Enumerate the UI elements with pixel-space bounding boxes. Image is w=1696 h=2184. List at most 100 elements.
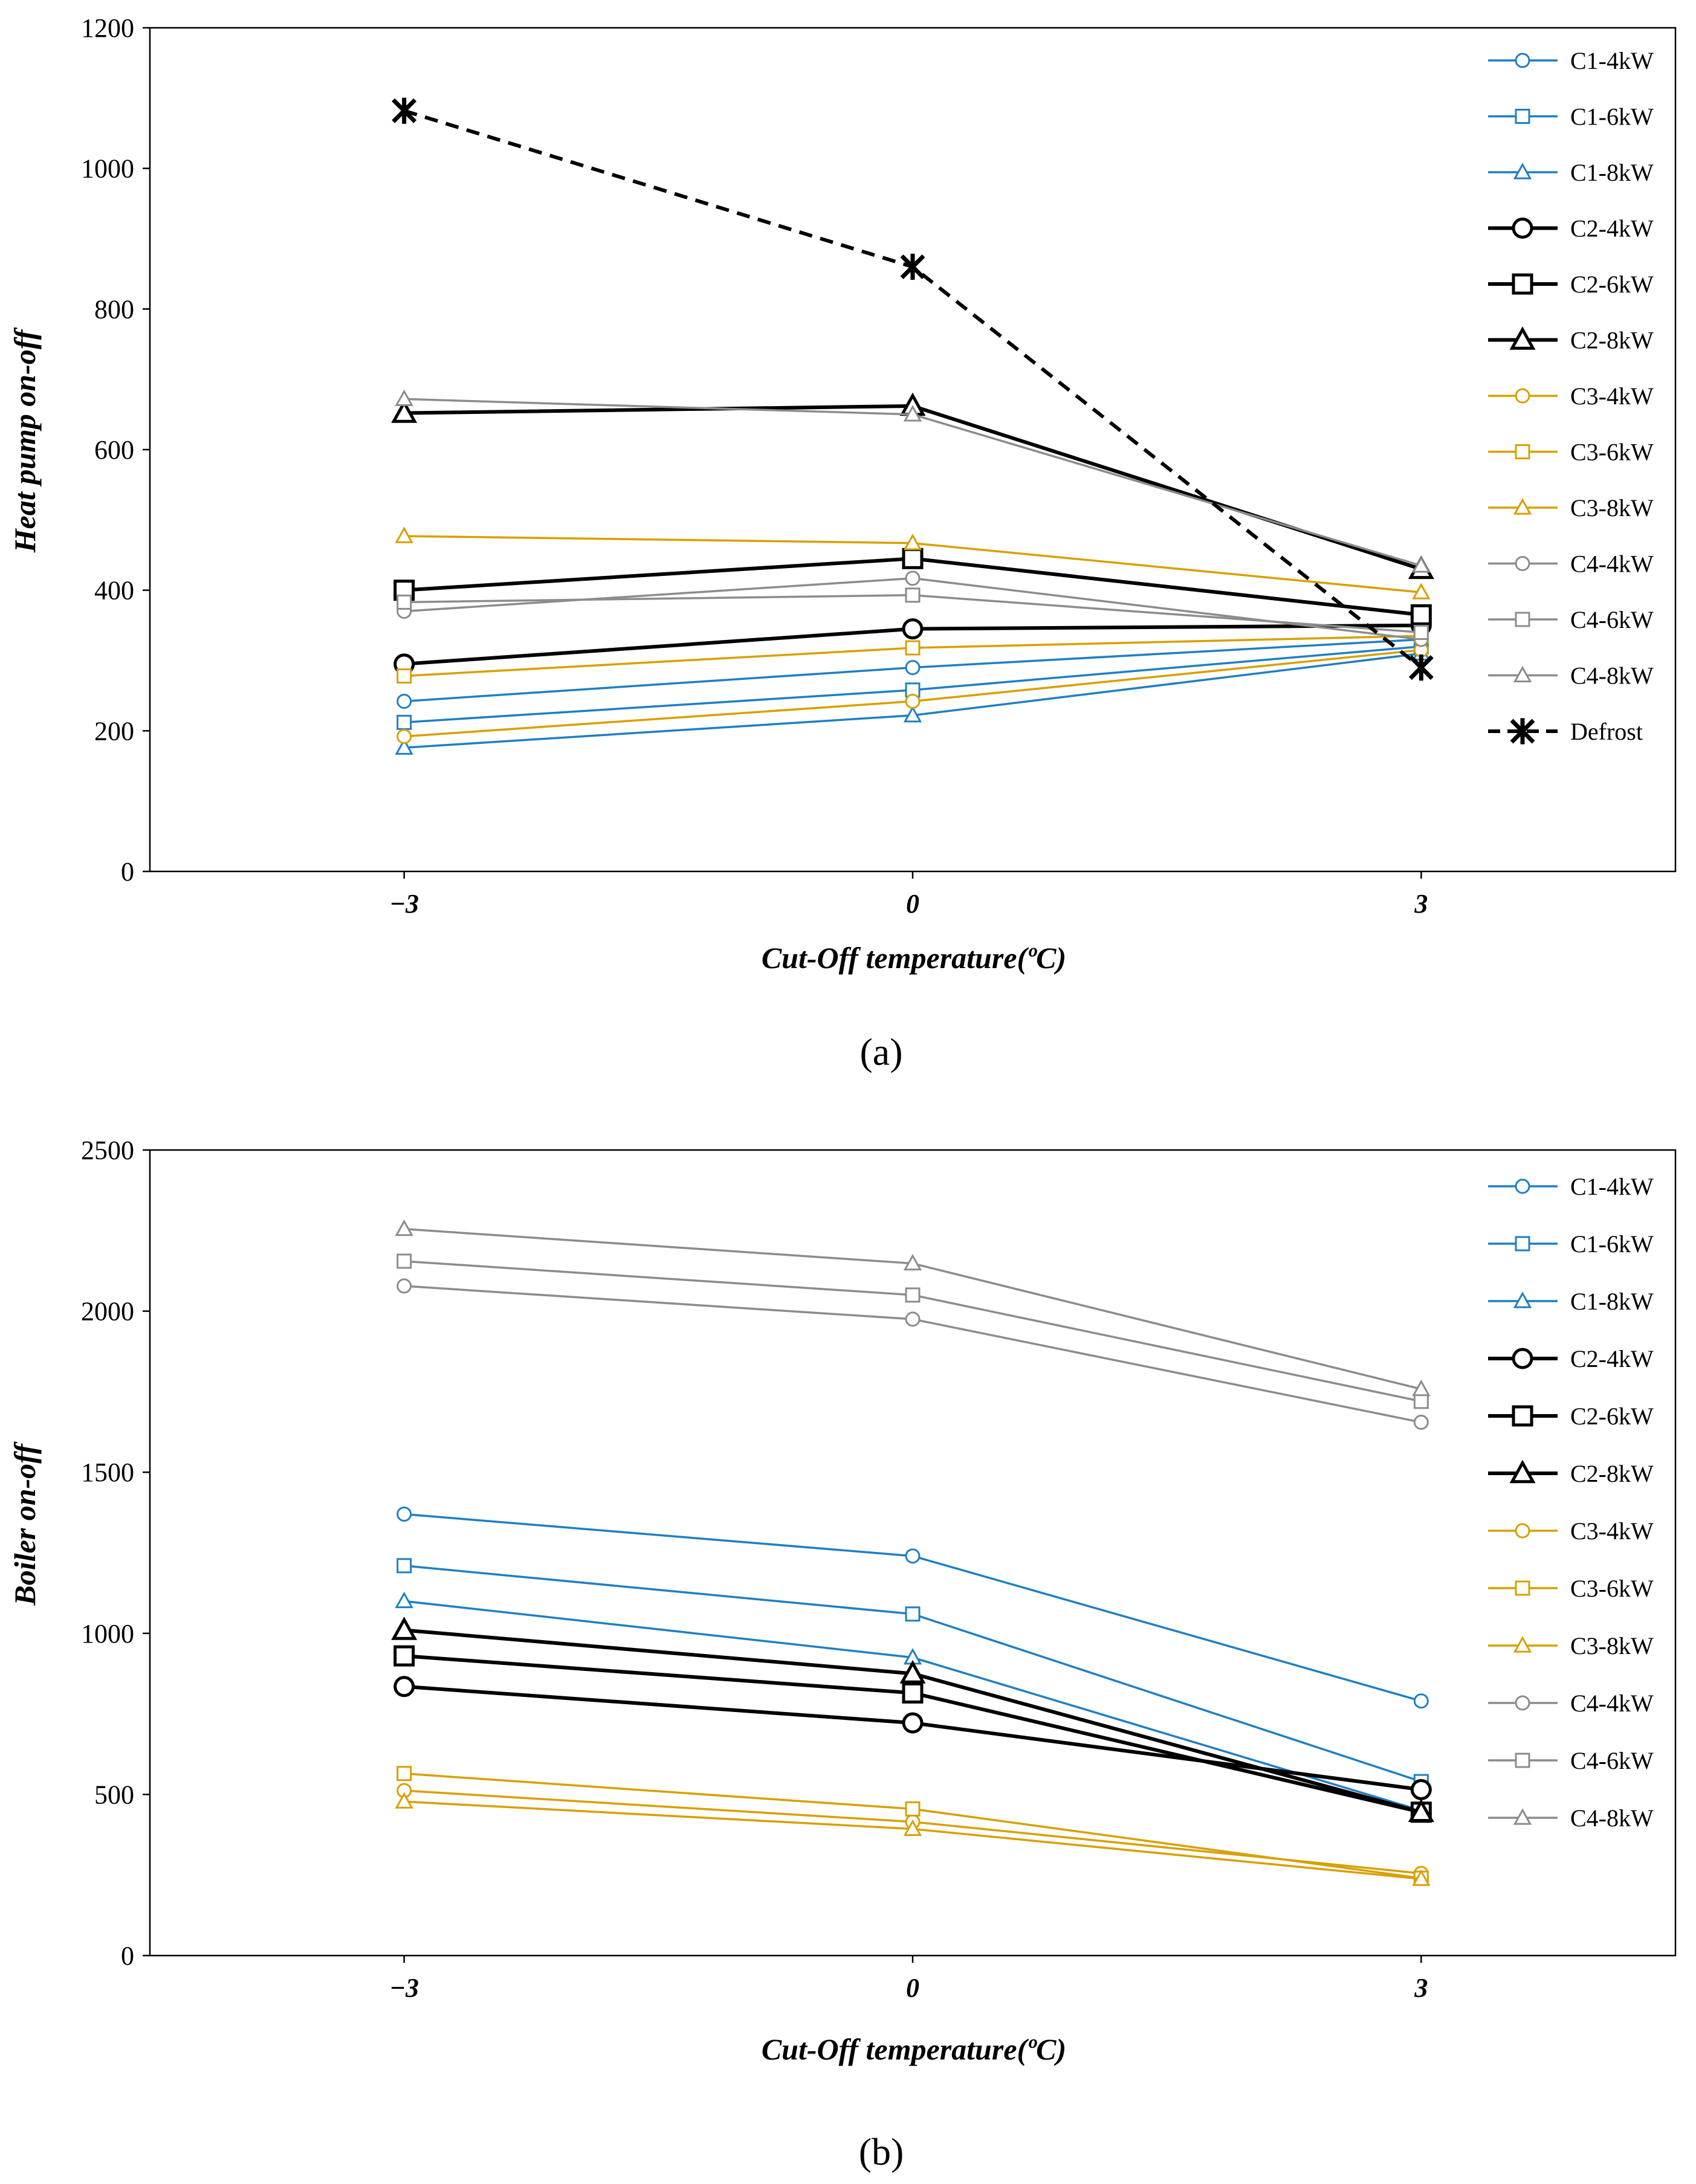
data-point-C1-8kW bbox=[395, 738, 413, 755]
data-point-C4-8kW bbox=[395, 1219, 413, 1236]
data-point-C3-6kW bbox=[396, 1766, 412, 1782]
legend-entry-C4-6kW: C4-6kW bbox=[1488, 606, 1654, 633]
legend-label: C4-8kW bbox=[1570, 1804, 1654, 1832]
legend-marker bbox=[1515, 1695, 1530, 1711]
y-tick-label: 800 bbox=[94, 294, 134, 324]
data-point-C3-8kW bbox=[1412, 583, 1431, 599]
legend-marker bbox=[1512, 1348, 1533, 1369]
legend-entry-C4-8kW: C4-8kW bbox=[1488, 1804, 1654, 1832]
x-tick-label: 0 bbox=[906, 889, 919, 919]
data-point-C3-6kW bbox=[905, 640, 921, 656]
data-point-C1-4kW bbox=[396, 693, 412, 709]
legend-label: C3-6kW bbox=[1570, 439, 1654, 466]
series-C3-8kW bbox=[395, 526, 1431, 599]
panel-a-y-axis-title: Heat pump on-off bbox=[8, 327, 42, 553]
series-C4-4kW bbox=[396, 1278, 1429, 1430]
data-point-C1-6kW bbox=[396, 714, 412, 730]
series-C4-6kW bbox=[396, 587, 1429, 640]
data-point-Defrost bbox=[392, 97, 417, 124]
y-tick-label: 1500 bbox=[81, 1458, 134, 1487]
data-point-C1-6kW bbox=[905, 1606, 921, 1622]
y-tick-label: 400 bbox=[94, 576, 134, 606]
data-point-C2-6kW bbox=[393, 1645, 415, 1667]
data-point-C2-4kW bbox=[1410, 1779, 1432, 1800]
legend-marker bbox=[1513, 1808, 1532, 1825]
legend-marker bbox=[1513, 163, 1532, 179]
panel-b-y-ticks: 0 500 1000 1500 2000 2500 bbox=[81, 1136, 150, 1971]
data-point-C2-6kW bbox=[1410, 604, 1432, 625]
data-point-C4-6kW bbox=[1413, 624, 1429, 640]
legend-entry-C3-8kW: C3-8kW bbox=[1488, 1632, 1654, 1659]
legend-label: C2-8kW bbox=[1570, 1460, 1654, 1487]
data-point-C4-4kW bbox=[905, 570, 921, 586]
data-point-C4-8kW bbox=[395, 389, 413, 406]
data-point-C2-4kW bbox=[902, 618, 924, 640]
data-point-C3-4kW bbox=[905, 693, 921, 709]
data-point-C4-6kW bbox=[905, 1287, 921, 1303]
series-C4-8kW bbox=[395, 389, 1431, 573]
legend-entry-C1-8kW: C1-8kW bbox=[1488, 159, 1654, 186]
data-point-C4-8kW bbox=[903, 1253, 922, 1271]
y-tick-label: 500 bbox=[94, 1780, 134, 1809]
legend-marker bbox=[1513, 498, 1532, 515]
legend-marker bbox=[1515, 1753, 1530, 1768]
data-point-C4-6kW bbox=[396, 594, 412, 610]
data-point-C1-6kW bbox=[396, 1558, 412, 1574]
y-tick-label: 2000 bbox=[81, 1297, 134, 1326]
data-point-C3-8kW bbox=[903, 1819, 922, 1837]
series-C2-8kW bbox=[391, 1617, 1434, 1823]
legend-entry-C1-8kW: C1-8kW bbox=[1488, 1288, 1654, 1315]
data-point-C4-4kW bbox=[905, 1311, 921, 1327]
legend-entry-C3-4kW: C3-4kW bbox=[1488, 383, 1654, 410]
legend-label: C4-4kW bbox=[1570, 1690, 1654, 1717]
legend-entry-C4-4kW: C4-4kW bbox=[1488, 551, 1654, 578]
legend-marker bbox=[1515, 53, 1530, 68]
legend-marker bbox=[1512, 218, 1533, 239]
series-C1-6kW bbox=[396, 1558, 1429, 1789]
series-C4-6kW bbox=[396, 1253, 1429, 1409]
data-point-C3-6kW bbox=[396, 668, 412, 684]
panel-b-series bbox=[391, 1219, 1434, 1886]
legend-label: C3-4kW bbox=[1570, 383, 1654, 410]
y-tick-label: 1000 bbox=[81, 1619, 134, 1649]
legend-marker bbox=[1513, 1291, 1532, 1308]
legend-marker bbox=[1515, 556, 1530, 571]
legend-marker bbox=[1515, 1178, 1530, 1194]
x-tick-label: −3 bbox=[389, 1973, 419, 2003]
legend-entry-C3-8kW: C3-8kW bbox=[1488, 494, 1654, 522]
legend-marker bbox=[1515, 1236, 1530, 1252]
data-point-C3-4kW bbox=[396, 729, 412, 745]
legend-entry-C2-8kW: C2-8kW bbox=[1488, 1459, 1654, 1487]
legend-label: C4-4kW bbox=[1570, 551, 1654, 578]
panel-a-x-axis-title: Cut-Off temperature(ºC) bbox=[762, 941, 1066, 975]
x-tick-label: 3 bbox=[1414, 1973, 1428, 2003]
y-tick-label: 600 bbox=[94, 435, 134, 465]
data-point-C4-6kW bbox=[1413, 1394, 1429, 1409]
legend-marker bbox=[1512, 1405, 1533, 1427]
legend-label: C3-4kW bbox=[1570, 1517, 1654, 1545]
legend-label: C1-6kW bbox=[1570, 103, 1654, 131]
legend-entry-C1-6kW: C1-6kW bbox=[1488, 1230, 1654, 1258]
series-C3-8kW bbox=[395, 1792, 1431, 1886]
x-tick-label: −3 bbox=[389, 889, 419, 919]
data-point-C1-4kW bbox=[396, 1507, 412, 1522]
panel-a-y-ticks: 0 200 400 600 800 1000 1200 bbox=[81, 13, 150, 887]
legend-entry-C4-6kW: C4-6kW bbox=[1488, 1747, 1654, 1774]
legend-entry-C2-4kW: C2-4kW bbox=[1488, 1345, 1654, 1372]
data-point-C3-8kW bbox=[903, 533, 922, 551]
data-point-C3-6kW bbox=[905, 1801, 921, 1817]
legend-entry-C3-6kW: C3-6kW bbox=[1488, 439, 1654, 466]
data-point-C4-4kW bbox=[396, 1278, 412, 1294]
data-point-Defrost bbox=[1408, 654, 1434, 681]
data-point-C1-4kW bbox=[1413, 1693, 1429, 1709]
legend-entry-C2-6kW: C2-6kW bbox=[1488, 1403, 1654, 1430]
data-point-C3-8kW bbox=[395, 526, 413, 543]
data-point-C2-8kW bbox=[1408, 1798, 1434, 1823]
x-tick-label: 3 bbox=[1414, 889, 1428, 919]
legend-label: C2-6kW bbox=[1570, 271, 1654, 298]
data-point-C2-4kW bbox=[393, 1676, 415, 1698]
legend-marker bbox=[1509, 1459, 1536, 1484]
data-point-C3-8kW bbox=[395, 1792, 413, 1809]
